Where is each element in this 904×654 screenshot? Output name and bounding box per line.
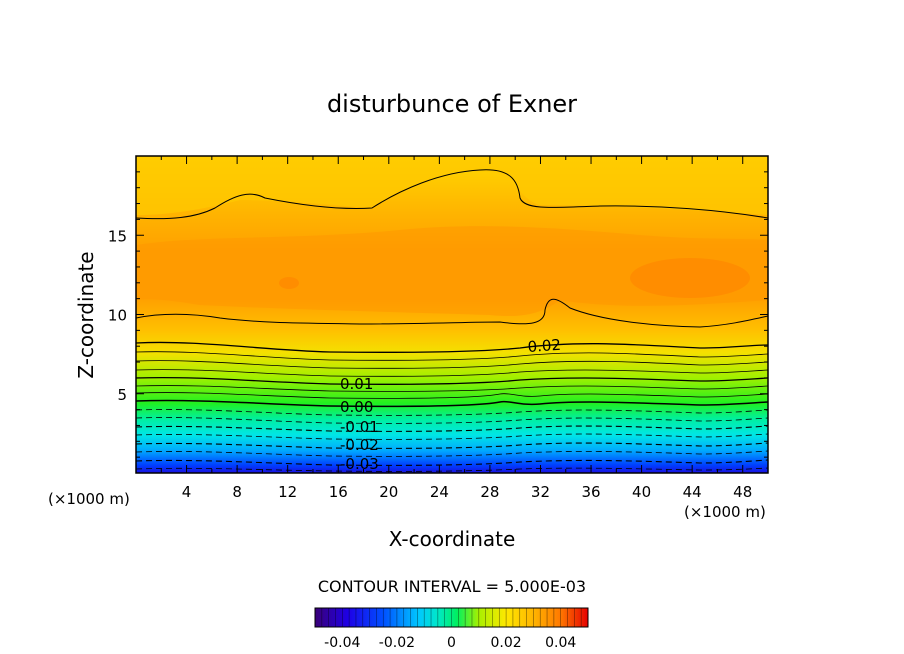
x-tick-label: 44	[683, 483, 702, 501]
x-tick-label: 4	[182, 483, 192, 501]
upper-yellow-region	[136, 156, 768, 215]
field-fill	[136, 156, 768, 473]
colorbar-tick-label: 0	[447, 635, 456, 651]
x-axis-label: X-coordinate	[389, 527, 516, 551]
x-tick-label: 28	[480, 483, 499, 501]
colorbar-tick-label: 0.02	[491, 635, 522, 651]
colorbar-frame	[314, 607, 589, 628]
y-axis-label: Z-coordinate	[74, 251, 98, 378]
x-unit-label: (×1000 m)	[684, 503, 766, 521]
core-orange-region	[136, 226, 768, 317]
contour-labels: 0.02 0.01 0.00 -0.01 -0.02 -0.03	[340, 336, 562, 473]
max-ellipse-east	[630, 258, 750, 298]
x-tick-label: 40	[632, 483, 651, 501]
x-tick-label: 8	[232, 483, 242, 501]
z-unit-label: (×1000 m)	[48, 490, 130, 508]
x-tick-label: 16	[329, 483, 348, 501]
contour-line	[136, 298, 768, 328]
plot-area	[136, 156, 768, 473]
y-tick-label: 15	[108, 227, 127, 245]
contour-label: -0.02	[340, 436, 379, 454]
chart-title: disturbunce of Exner	[327, 90, 577, 118]
y-tick-label: 10	[108, 307, 127, 325]
colorbar-tick-label: -0.04	[324, 635, 360, 651]
lower-contours	[136, 341, 768, 472]
x-axis-ticks: 4 8 12 16 20 24 28 32 36 40 44 48	[160, 156, 752, 501]
contour-label: 0.00	[340, 398, 373, 416]
y-tick-label: 5	[117, 386, 127, 404]
colorbar-tick-label: -0.02	[379, 635, 415, 651]
contour-label: 0.02	[527, 336, 562, 356]
contour-label: -0.01	[340, 418, 379, 436]
x-tick-label: 12	[278, 483, 297, 501]
colorbar-stripes	[321, 608, 582, 627]
x-tick-label: 36	[581, 483, 600, 501]
colorbar-tick-label: 0.04	[545, 635, 576, 651]
colorbar: -0.04 -0.02 0 0.02 0.04	[314, 607, 589, 651]
colorbar-ticks: -0.04 -0.02 0 0.02 0.04	[324, 635, 576, 651]
x-tick-label: 48	[733, 483, 752, 501]
x-tick-label: 20	[379, 483, 398, 501]
x-tick-label: 32	[531, 483, 550, 501]
y-axis-ticks: 5 10 15	[108, 171, 768, 458]
contour-label: 0.01	[340, 375, 373, 393]
contour-interval-text: CONTOUR INTERVAL = 5.000E-03	[318, 577, 586, 596]
contour-label: -0.03	[340, 455, 379, 473]
x-tick-label: 24	[430, 483, 449, 501]
contour-line	[136, 169, 768, 220]
max-ellipse-west	[279, 277, 299, 289]
